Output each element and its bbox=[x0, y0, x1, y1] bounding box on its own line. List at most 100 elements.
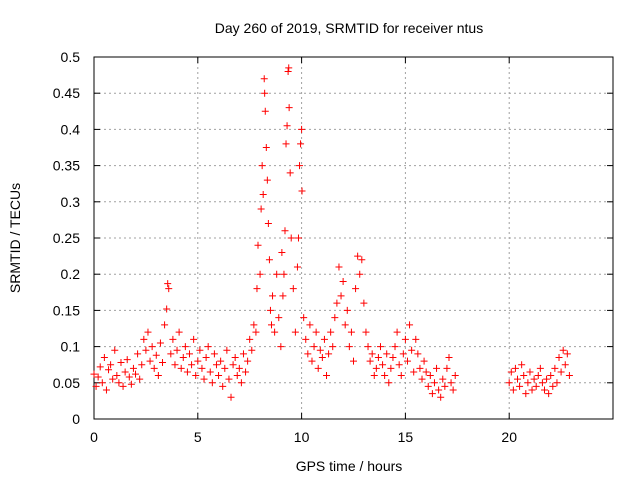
data-point bbox=[252, 328, 260, 336]
data-point bbox=[94, 373, 102, 381]
data-point bbox=[129, 364, 137, 372]
data-point bbox=[115, 379, 123, 387]
data-point bbox=[134, 350, 142, 358]
data-point bbox=[437, 393, 445, 401]
data-point bbox=[181, 343, 189, 351]
data-point bbox=[549, 382, 557, 390]
data-point bbox=[449, 386, 457, 394]
data-point bbox=[138, 361, 146, 369]
data-point bbox=[543, 375, 551, 383]
data-point bbox=[146, 357, 154, 365]
data-point bbox=[397, 372, 405, 380]
data-point bbox=[339, 277, 347, 285]
y-tick-label: 0.5 bbox=[61, 49, 81, 65]
data-point bbox=[159, 359, 167, 367]
data-point bbox=[522, 390, 530, 398]
data-point bbox=[281, 227, 289, 235]
y-tick-label: 0.1 bbox=[61, 339, 81, 355]
data-point bbox=[312, 328, 320, 336]
data-point bbox=[325, 350, 333, 358]
data-point bbox=[401, 335, 409, 343]
data-point bbox=[190, 335, 198, 343]
data-point bbox=[233, 372, 241, 380]
data-point bbox=[169, 335, 177, 343]
data-point bbox=[253, 285, 261, 293]
data-point bbox=[208, 379, 216, 387]
data-point bbox=[92, 382, 100, 390]
data-point bbox=[360, 299, 368, 307]
data-point bbox=[258, 162, 266, 170]
x-tick-label: 0 bbox=[90, 429, 98, 445]
data-point bbox=[206, 368, 214, 376]
data-point bbox=[275, 314, 283, 322]
data-points bbox=[90, 64, 573, 401]
data-point bbox=[553, 379, 561, 387]
grid-lines bbox=[94, 57, 613, 419]
data-point bbox=[364, 343, 372, 351]
data-point bbox=[526, 368, 534, 376]
data-point bbox=[242, 368, 250, 376]
data-point bbox=[435, 386, 443, 394]
data-point bbox=[345, 343, 353, 351]
data-point bbox=[119, 382, 127, 390]
data-point bbox=[516, 382, 524, 390]
data-point bbox=[298, 125, 306, 133]
data-point bbox=[125, 373, 133, 381]
data-point bbox=[356, 270, 364, 278]
data-point bbox=[308, 357, 316, 365]
y-tick-label: 0.4 bbox=[61, 121, 81, 137]
data-point bbox=[264, 220, 272, 228]
y-tick-label: 0.15 bbox=[53, 302, 80, 318]
data-point bbox=[294, 234, 302, 242]
data-point bbox=[196, 346, 204, 354]
data-point bbox=[507, 368, 515, 376]
data-point bbox=[403, 357, 411, 365]
data-point bbox=[227, 393, 235, 401]
data-point bbox=[102, 386, 110, 394]
data-point bbox=[372, 364, 380, 372]
data-point bbox=[538, 379, 546, 387]
data-point bbox=[414, 350, 422, 358]
data-point bbox=[262, 144, 270, 151]
data-point bbox=[237, 379, 245, 387]
data-point bbox=[177, 364, 185, 372]
data-point bbox=[536, 364, 544, 372]
y-axis-label: SRMTID / TECUs bbox=[7, 183, 23, 293]
data-point bbox=[194, 357, 202, 365]
data-point bbox=[148, 343, 156, 351]
data-point bbox=[109, 375, 117, 383]
data-point bbox=[260, 75, 268, 83]
data-point bbox=[545, 390, 553, 398]
data-point bbox=[358, 256, 366, 264]
data-point bbox=[559, 346, 567, 354]
data-point bbox=[532, 382, 540, 390]
data-point bbox=[279, 292, 287, 300]
data-point bbox=[314, 364, 322, 372]
chart-title: Day 260 of 2019, SRMTID for receiver ntu… bbox=[215, 20, 483, 36]
data-point bbox=[132, 370, 140, 378]
data-point bbox=[250, 321, 258, 329]
data-point bbox=[244, 357, 252, 365]
data-point bbox=[266, 306, 274, 314]
data-point bbox=[140, 335, 148, 343]
data-point bbox=[257, 205, 265, 213]
data-point bbox=[200, 375, 208, 383]
data-point bbox=[164, 280, 172, 288]
data-point bbox=[337, 292, 345, 300]
data-point bbox=[347, 328, 355, 336]
data-point bbox=[366, 357, 374, 365]
data-point bbox=[277, 343, 285, 351]
data-point bbox=[229, 361, 237, 369]
data-point bbox=[540, 386, 548, 394]
data-point bbox=[370, 372, 378, 380]
data-point bbox=[248, 346, 256, 354]
data-point bbox=[286, 169, 294, 177]
data-point bbox=[188, 361, 196, 369]
y-tick-label: 0.35 bbox=[53, 158, 80, 174]
data-point bbox=[98, 379, 106, 387]
data-point bbox=[282, 140, 290, 148]
data-point bbox=[327, 328, 335, 336]
data-point bbox=[530, 375, 538, 383]
data-point bbox=[127, 380, 135, 388]
